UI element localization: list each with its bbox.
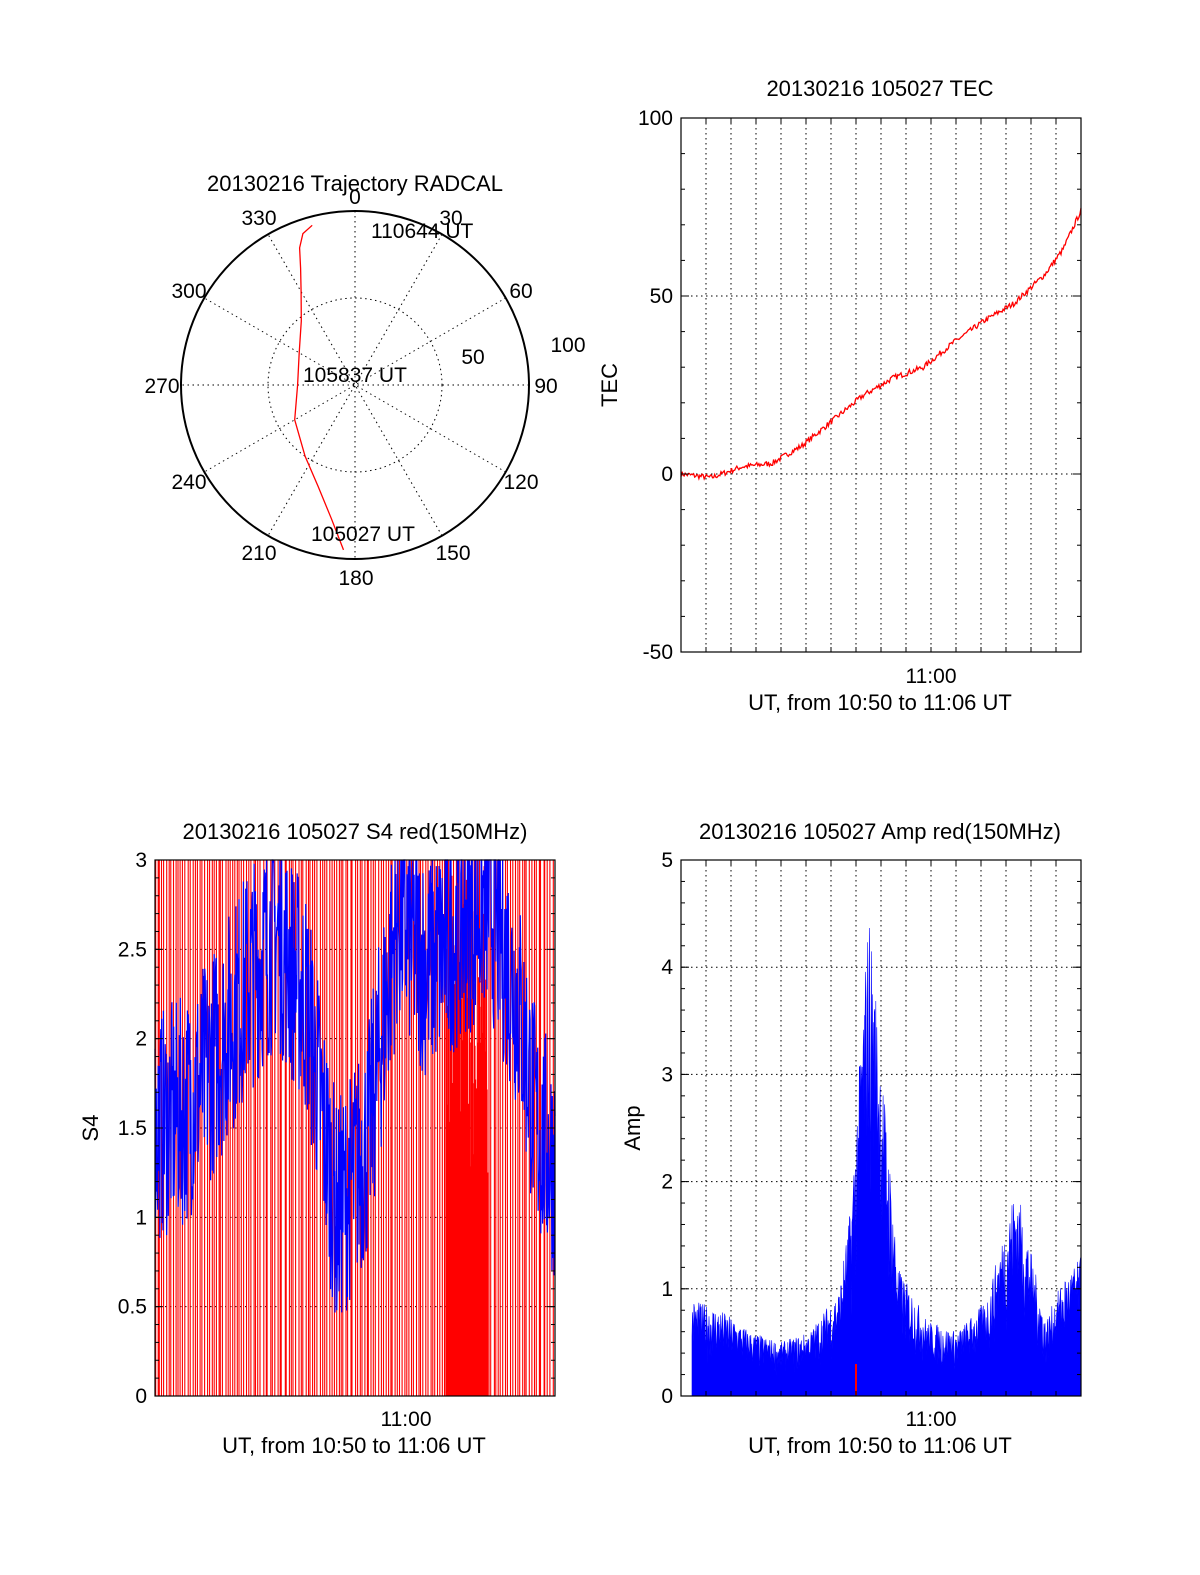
- amp-y-tick-label: 0: [661, 1385, 673, 1408]
- polar-angle-label: 60: [509, 280, 532, 303]
- polar-angle-label: 150: [435, 542, 470, 565]
- polar-angle-label: 240: [171, 471, 206, 494]
- s4-blue-series-line: [154, 859, 556, 1313]
- s4-x-tick-label: 11:00: [381, 1408, 432, 1431]
- polar-spoke: [267, 234, 443, 536]
- trajectory-polar-chart: 20130216 Trajectory RADCAL 0 30 60 90 120 150…: [144, 171, 585, 590]
- tec-y-tick-label: 0: [661, 463, 673, 486]
- trajectory-center-label: 105837 UT: [303, 364, 407, 387]
- amp-y-tick-labels: 0 1 2 3 4 5: [661, 849, 673, 1408]
- amp-y-axis-label: Amp: [620, 1105, 645, 1150]
- s4-chart: 20130216 105027 S4 red(150MHz) 0 0.5 1 1.5 2…: [78, 819, 556, 1458]
- s4-y-tick-label: 2: [135, 1028, 147, 1051]
- polar-spokes: [181, 211, 529, 559]
- tec-grid: [681, 118, 1081, 652]
- polar-spoke: [267, 234, 443, 536]
- s4-y-tick-label: 1: [135, 1206, 147, 1229]
- amp-y-tick-label: 4: [661, 956, 673, 979]
- polar-outer-ring: [180, 210, 530, 560]
- s4-ticks: [155, 859, 555, 1397]
- tec-y-tick-label: -50: [643, 641, 673, 664]
- polar-angle-labels: 0 30 60 90 120 150 180 210 240 270 300 330: [144, 186, 557, 590]
- tec-y-axis-label: TEC: [597, 363, 622, 407]
- tec-y-tick-label: 50: [650, 285, 673, 308]
- polar-radial-label-50: 50: [461, 346, 484, 369]
- amp-y-tick-label: 2: [661, 1171, 673, 1194]
- trajectory-track: [294, 224, 345, 551]
- polar-angle-label: 180: [338, 567, 373, 590]
- tec-ticks: [681, 117, 1081, 653]
- tec-chart: 20130216 105027 TEC -50 0 50 100 11:00 UT, …: [597, 76, 1082, 715]
- tec-y-tick-label: 100: [638, 107, 673, 130]
- s4-y-tick-label: 0: [135, 1385, 147, 1408]
- amp-x-axis-label: UT, from 10:50 to 11:06 UT: [748, 1433, 1012, 1458]
- s4-x-axis-label: UT, from 10:50 to 11:06 UT: [222, 1433, 486, 1458]
- trajectory-start-label: 105027 UT: [311, 523, 415, 546]
- polar-angle-label: 300: [171, 280, 206, 303]
- tec-x-axis-label: UT, from 10:50 to 11:06 UT: [748, 690, 1012, 715]
- amp-y-tick-label: 5: [661, 849, 673, 872]
- polar-angle-label: 330: [241, 207, 276, 230]
- s4-y-axis-label: S4: [78, 1115, 103, 1142]
- amp-y-tick-label: 3: [661, 1063, 673, 1086]
- trajectory-end-label: 110644 UT: [371, 220, 474, 243]
- amp-series-fill: [691, 927, 1082, 1397]
- amp-ticks: [681, 859, 1081, 1397]
- amp-chart: 20130216 105027 Amp red(150MHz) 0 1 2 3 4 5 1…: [620, 819, 1082, 1458]
- tec-series-line: [680, 207, 1082, 481]
- s4-y-tick-label: 0.5: [118, 1296, 147, 1319]
- tec-x-tick-label: 11:00: [906, 665, 957, 688]
- polar-angle-label: 30: [439, 207, 462, 230]
- tec-y-tick-labels: -50 0 50 100: [638, 107, 673, 664]
- amp-title: 20130216 105027 Amp red(150MHz): [699, 819, 1061, 844]
- s4-y-tick-label: 3: [135, 849, 147, 872]
- polar-angle-label: 0: [349, 186, 361, 209]
- polar-radial-label-100: 100: [550, 334, 585, 357]
- s4-y-tick-label: 1.5: [118, 1117, 147, 1140]
- polar-angle-label: 270: [144, 375, 179, 398]
- amp-x-tick-label: 11:00: [906, 1408, 957, 1431]
- trajectory-title: 20130216 Trajectory RADCAL: [207, 171, 503, 196]
- polar-angle-label: 210: [241, 542, 276, 565]
- s4-title: 20130216 105027 S4 red(150MHz): [183, 819, 528, 844]
- tec-title: 20130216 105027 TEC: [766, 76, 993, 101]
- amp-y-tick-label: 1: [661, 1278, 673, 1301]
- s4-y-tick-labels: 0 0.5 1 1.5 2 2.5 3: [118, 849, 147, 1408]
- polar-angle-label: 120: [503, 471, 538, 494]
- s4-grid: [155, 948, 555, 1308]
- polar-angle-label: 90: [534, 375, 557, 398]
- s4-y-tick-label: 2.5: [118, 938, 147, 961]
